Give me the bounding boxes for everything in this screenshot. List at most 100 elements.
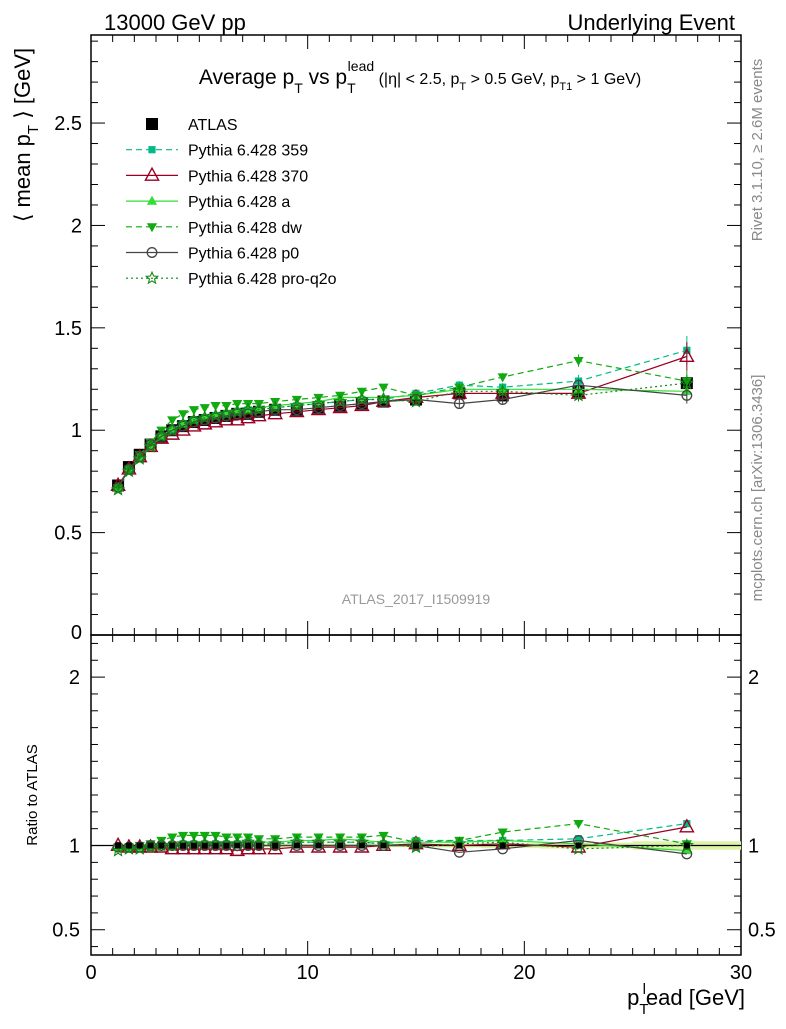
series-pythia-6-428-pro-q2o: [111, 374, 694, 496]
plot-title: Average pT vs pTlead (|η| < 2.5, pT > 0.…: [199, 58, 641, 96]
ratio-point: [313, 833, 324, 843]
ratio-atlas-point: [125, 842, 132, 849]
data-point: [679, 375, 694, 390]
ratio-y-tick-label-right: 0.5: [748, 920, 776, 942]
series-line-pythia-6-428-a: [117, 388, 687, 488]
data-point: [679, 347, 695, 363]
data-point: [495, 383, 510, 398]
data-point: [210, 402, 221, 412]
legend-label: Pythia 6.428 a: [188, 194, 290, 211]
ratio-atlas-point: [456, 842, 463, 849]
ratio-point: [240, 840, 256, 855]
legend-label: ATLAS: [188, 117, 238, 134]
data-point: [452, 383, 467, 398]
ratio-atlas-point: [358, 842, 365, 849]
ratio-point: [356, 840, 368, 851]
ratio-line-pythia-6-428-pro-q2o: [118, 841, 687, 852]
data-point: [197, 410, 212, 424]
data-point: [269, 404, 281, 416]
ratio-panel: 0 10 20 30 0.5 0.5 1 1 2 2: [52, 634, 776, 984]
x-tick-label: 30: [730, 962, 752, 984]
data-point: [208, 408, 223, 422]
ratio-atlas-point: [212, 842, 219, 849]
ratio-point: [334, 840, 346, 851]
data-point: [230, 404, 245, 418]
ratio-point: [497, 828, 508, 838]
header-left: 13000 GeV pp: [104, 10, 246, 35]
data-point: [253, 406, 265, 418]
data-point: [291, 404, 303, 416]
legend-marker: [146, 223, 158, 233]
ratio-point: [220, 840, 232, 851]
legend: ATLAS Pythia 6.428 359 Pythia 6.428 370 Pyt…: [126, 117, 337, 288]
legend-label: Pythia 6.428 dw: [188, 220, 302, 237]
xlabel-sup: l: [643, 981, 646, 998]
data-point: [176, 416, 191, 431]
data-point: [167, 416, 178, 426]
x-tick-label: 10: [297, 962, 319, 984]
series-pythia-6-428-a: [112, 381, 692, 492]
ratio-point: [679, 818, 695, 833]
y-tick-label: 2: [71, 215, 82, 237]
ratio-atlas-point: [115, 842, 122, 849]
series-line-pythia-6-428-pro-q2o: [117, 382, 687, 490]
ratio-y-tick-label: 1: [69, 836, 80, 858]
x-axis-label: pTlead [GeV]: [627, 981, 745, 1018]
legend-entry-pythia-6-428-pro-q2o: Pythia 6.428 pro-q2o: [126, 270, 337, 288]
ratio-point: [231, 840, 243, 851]
legend-marker: [144, 166, 160, 181]
data-point: [376, 392, 391, 406]
ylabel-post: ⟩ [GeV]: [10, 48, 35, 125]
ratio-point: [199, 831, 210, 841]
ratio-point: [210, 831, 221, 841]
data-point: [111, 482, 126, 496]
legend-marker: [144, 270, 160, 285]
title-vs: vs p: [303, 66, 347, 89]
ratio-atlas-point: [223, 842, 230, 849]
title-cut-c: > 1 GeV): [572, 71, 641, 88]
series-atlas: [112, 377, 693, 492]
legend-label: Pythia 6.428 p0: [188, 246, 299, 263]
ratio-point: [571, 841, 586, 855]
data-point: [188, 406, 200, 416]
ratio-atlas-point: [245, 842, 252, 849]
legend-entry-pythia-6-428-a: Pythia 6.428 a: [126, 194, 290, 211]
ratio-point: [199, 840, 211, 851]
ratio-point: [253, 840, 265, 851]
y-tick-label: 0.5: [54, 523, 82, 545]
xlabel-pre: p: [627, 985, 639, 1010]
ratio-point: [378, 831, 389, 841]
data-point: [219, 406, 234, 420]
legend-marker: [146, 195, 158, 205]
ratio-point: [167, 833, 178, 843]
ratio-atlas-point: [575, 842, 582, 849]
ratio-point: [269, 840, 281, 851]
main-panel: 0.5 1 1.5 2 2.5 0: [54, 34, 742, 644]
ratio-series-pythia-6-428-370: [110, 818, 695, 857]
ratio-atlas-point: [201, 842, 208, 849]
ylabel-sub: T: [25, 125, 42, 134]
ratio-atlas-point: [499, 842, 506, 849]
xlabel-sub: T: [639, 1001, 648, 1018]
ratio-atlas-point: [234, 842, 241, 849]
data-point: [334, 400, 346, 412]
ratio-atlas-point: [272, 842, 279, 849]
data-point: [165, 422, 180, 437]
legend-label: Pythia 6.428 370: [188, 168, 308, 185]
ratio-point: [188, 840, 200, 851]
data-point: [378, 383, 389, 393]
ratio-point: [291, 833, 302, 843]
legend-marker: [146, 118, 158, 130]
legend-label: Pythia 6.428 359: [188, 143, 308, 160]
ratio-atlas-point: [293, 842, 300, 849]
data-point: [356, 398, 368, 410]
legend-label: Pythia 6.428 pro-q2o: [188, 271, 337, 288]
ratio-point: [177, 831, 189, 841]
legend-entry-atlas: ATLAS: [146, 117, 238, 134]
ratio-point: [378, 840, 389, 851]
data-point: [289, 398, 304, 412]
ratio-point: [253, 835, 265, 845]
data-point: [313, 402, 324, 414]
ratio-atlas-point: [255, 842, 262, 849]
